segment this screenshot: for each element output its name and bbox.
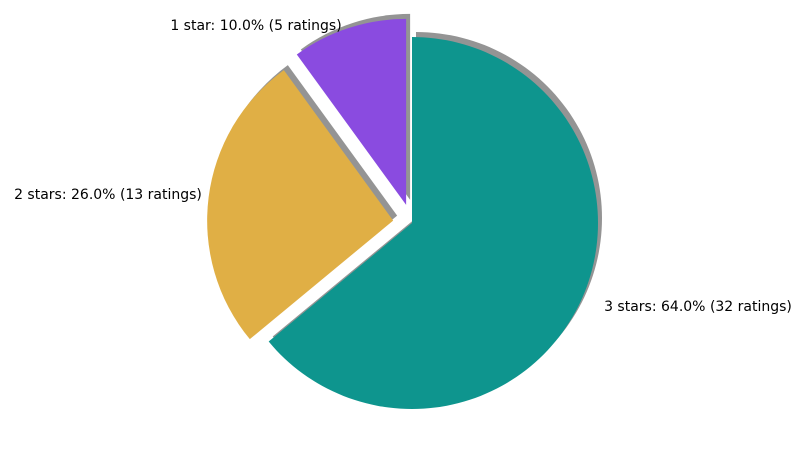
slice-labels: 1 star: 10.0% (5 ratings) 2 stars: 26.0%… — [14, 18, 792, 315]
slice-label-3-stars: 3 stars: 64.0% (32 ratings) — [604, 299, 792, 315]
pie-slice-1-star — [296, 18, 407, 205]
pie-slice-2-stars — [207, 70, 394, 340]
slice-label-1-star: 1 star: 10.0% (5 ratings) — [170, 18, 341, 34]
pie-slice-3-stars — [268, 37, 598, 409]
pie-slices — [207, 18, 598, 409]
slice-label-2-stars: 2 stars: 26.0% (13 ratings) — [14, 187, 202, 203]
